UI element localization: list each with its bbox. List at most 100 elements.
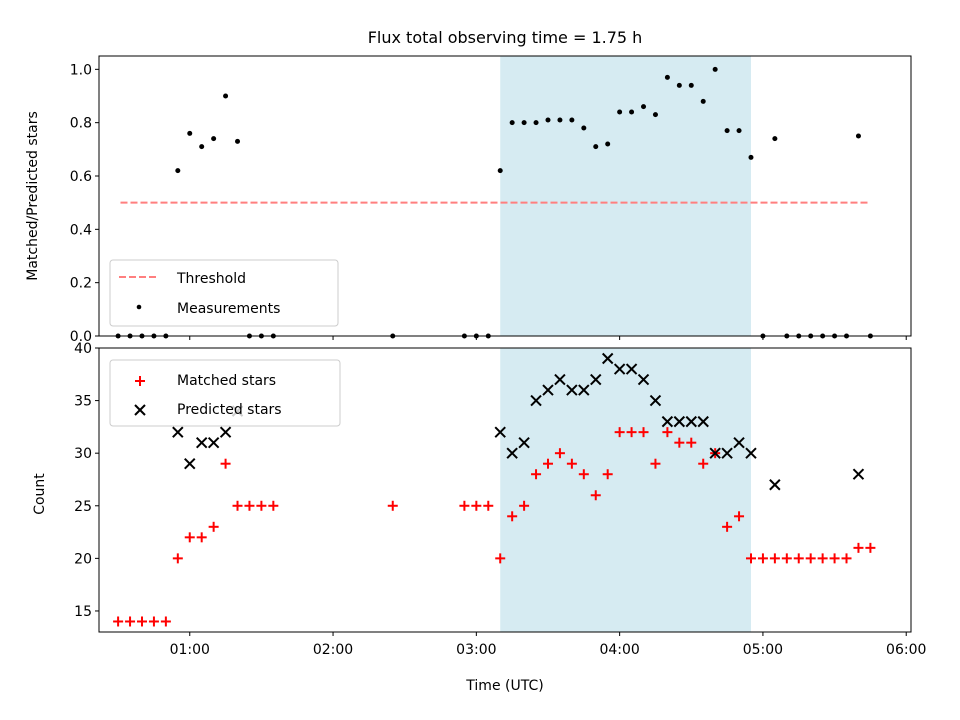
measurement-point [652,112,658,118]
legend-predicted-swatch [134,404,146,416]
bottom-plot-frame [98,347,912,633]
matched-star-point [626,427,637,438]
matched-star-point [578,469,589,480]
predicted-star-point [207,436,220,449]
y-tick-label: 0.4 [70,222,92,238]
top-y-axis-label: Matched/Predicted stars [25,111,41,281]
measurement-point [724,128,730,134]
measurement-point [199,144,205,150]
matched-star-point [483,500,494,511]
matched-star-point [184,532,195,543]
legend-measurements-swatch [136,304,142,310]
matched-star-point [781,553,792,564]
matched-star-point [614,427,625,438]
matched-star-point [793,553,804,564]
matched-star-point [662,427,673,438]
matched-star-point [196,532,207,543]
predicted-star-point [542,384,554,396]
predicted-star-point [697,415,709,428]
predicted-star-point [733,436,745,449]
measurement-point [736,128,742,134]
legend-predicted-label: Predicted stars [177,402,282,418]
measurement-point [700,98,706,104]
bottom-observing-band [500,348,751,632]
matched-star-point [148,616,159,627]
y-tick-label: 30 [74,446,92,462]
matched-star-point [674,437,685,448]
measurement-point [593,144,599,150]
matched-star-point [256,500,267,511]
matched-star-point [829,553,840,564]
measurement-point [545,117,551,123]
matched-star-point [136,616,147,627]
matched-star-point [745,553,756,564]
predicted-star-point [518,436,530,449]
measurement-point [211,136,217,142]
y-tick-label: 1.0 [70,62,92,78]
predicted-star-point [637,373,650,386]
measurement-point [569,117,575,123]
measurement-point [855,133,861,139]
x-tick-label: 02:00 [313,642,353,658]
measurement-point [748,154,754,160]
matched-star-point [650,458,661,469]
predicted-star-point [613,363,626,375]
matched-star-point [531,469,542,480]
matched-star-point [387,500,398,511]
y-tick-label: 0.2 [70,276,92,292]
matched-star-point [113,616,124,627]
matched-star-point [590,490,601,501]
matched-star-point [495,553,506,564]
predicted-star-point [661,415,674,428]
top-legend-box [109,259,339,327]
matched-star-point [805,553,816,564]
predicted-star-point [852,468,865,480]
bottom-y-axis: 15 20 25 30 35 40 [74,341,99,620]
predicted-star-point [709,447,721,459]
matched-star-point [125,616,136,627]
measurement-point [641,104,647,110]
measurement-point [187,130,193,136]
matched-star-point [769,553,780,564]
matched-star-point [698,458,709,469]
matched-star-point [232,500,243,511]
matched-stars-points [113,427,876,627]
predicted-star-point [219,426,232,438]
bottom-panel: 15 20 25 30 35 40 01:00 02:00 03:00 04:00 05:00 06… [32,341,926,694]
predicted-star-point [554,373,566,386]
matched-star-point [160,616,171,627]
legend-threshold-label: Threshold [176,271,246,287]
matched-star-point [686,437,697,448]
measurement-point [497,168,503,174]
predicted-star-point [625,363,638,375]
matched-star-point [566,458,577,469]
predicted-star-point [769,479,781,491]
matched-star-point [208,521,219,532]
predicted-star-point [195,436,208,449]
predicted-star-point [494,426,506,438]
matched-star-point [841,553,852,564]
matched-star-point [602,469,613,480]
bottom-legend-box [109,359,341,427]
matched-star-point [220,458,231,469]
matched-star-point [519,500,530,511]
predicted-star-point [530,394,542,407]
top-plot-frame [98,55,912,337]
matched-star-point [734,511,745,522]
matched-star-point [542,458,553,469]
matched-star-point [865,542,876,553]
predicted-star-point [649,394,662,407]
measurement-point [605,141,611,147]
predicted-star-point [172,426,184,438]
x-tick-label: 05:00 [743,642,783,658]
matched-star-point [638,427,649,438]
x-tick-label: 01:00 [170,642,210,658]
matched-star-point [853,542,864,553]
bottom-legend: Matched stars Predicted stars [109,359,341,427]
x-tick-label: 06:00 [886,642,926,658]
matched-star-point [268,500,279,511]
top-observing-band [500,56,751,336]
matched-star-point [459,500,470,511]
chart-title: Flux total observing time = 1.75 h [368,28,643,47]
